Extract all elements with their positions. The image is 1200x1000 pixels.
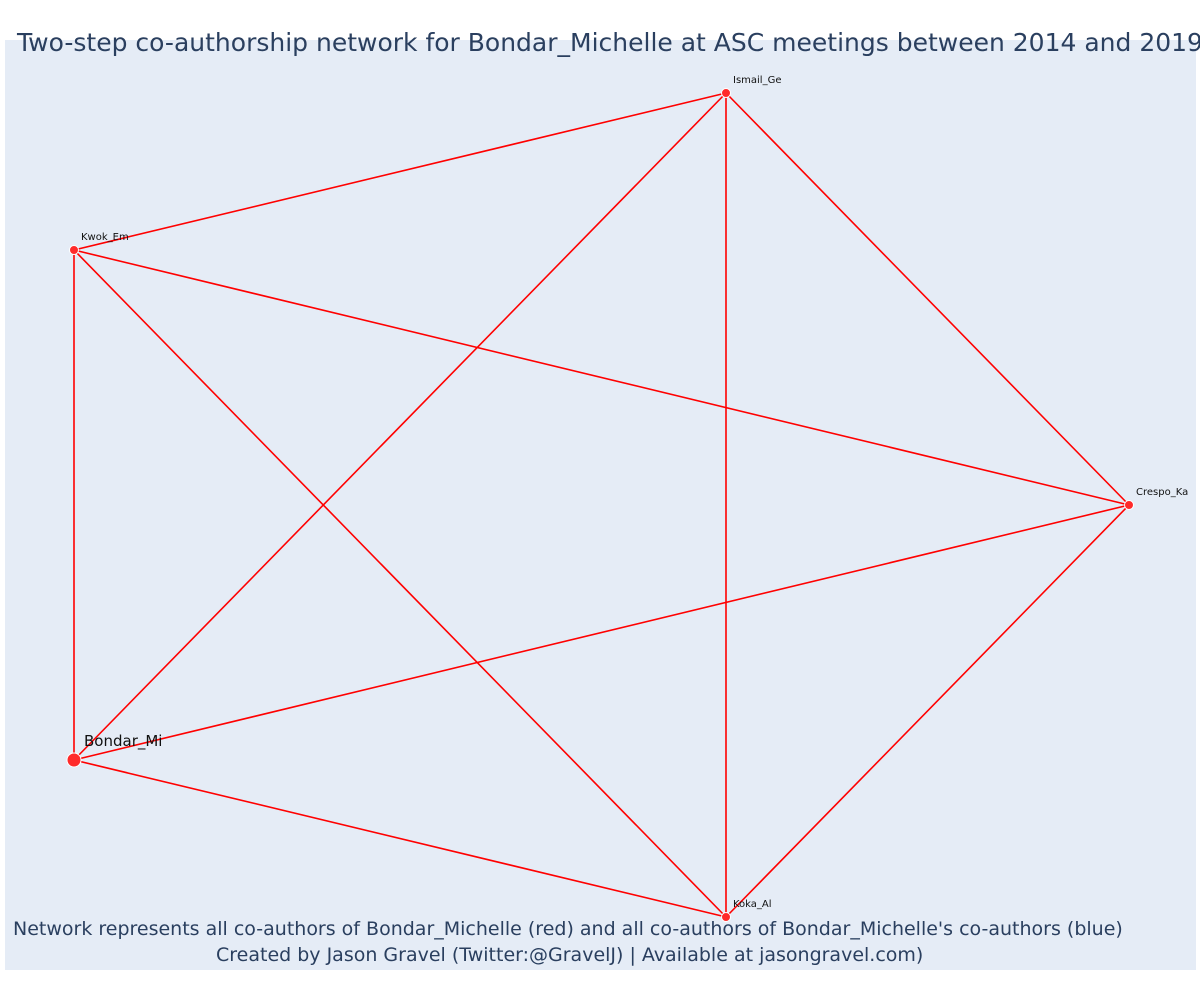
nodes-layer (66, 88, 1134, 922)
edge-Crespo_Ka-Koka_Al (725, 504, 1130, 918)
chart-title: Two-step co-authorship network for Bonda… (17, 28, 1200, 57)
node-label-Crespo_Ka: Crespo_Ka (1136, 487, 1188, 498)
caption-line-1: Network represents all co-authors of Bon… (13, 918, 1123, 940)
edge-Kwok_Em-Koka_Al (73, 249, 727, 918)
edge-Ismail_Ge-Crespo_Ka (725, 92, 1130, 506)
labels-layer: Bondar_Mi Kwok_Em Ismail_Ge Crespo_Ka Koka_A… (81, 75, 1188, 910)
node-label-Bondar_Mi: Bondar_Mi (84, 732, 162, 751)
edge-Bondar_Mi-Ismail_Ge (73, 92, 727, 761)
edge-Kwok_Em-Crespo_Ka (73, 249, 1130, 506)
edge-Bondar_Mi-Crespo_Ka (73, 504, 1130, 761)
node-Koka_Al[interactable] (721, 912, 731, 922)
node-label-Koka_Al: Koka_Al (733, 899, 772, 910)
node-Kwok_Em[interactable] (69, 245, 79, 255)
edge-Bondar_Mi-Koka_Al (73, 759, 727, 918)
edges-layer (73, 92, 1130, 918)
caption-line-2: Created by Jason Gravel (Twitter:@Gravel… (216, 944, 924, 966)
node-Bondar_Mi[interactable] (66, 752, 82, 768)
node-label-Kwok_Em: Kwok_Em (81, 232, 129, 243)
node-Crespo_Ka[interactable] (1124, 500, 1134, 510)
edge-Kwok_Em-Ismail_Ge (73, 92, 727, 251)
plot-area (5, 40, 1196, 970)
node-Ismail_Ge[interactable] (721, 88, 731, 98)
node-label-Ismail_Ge: Ismail_Ge (733, 75, 782, 86)
